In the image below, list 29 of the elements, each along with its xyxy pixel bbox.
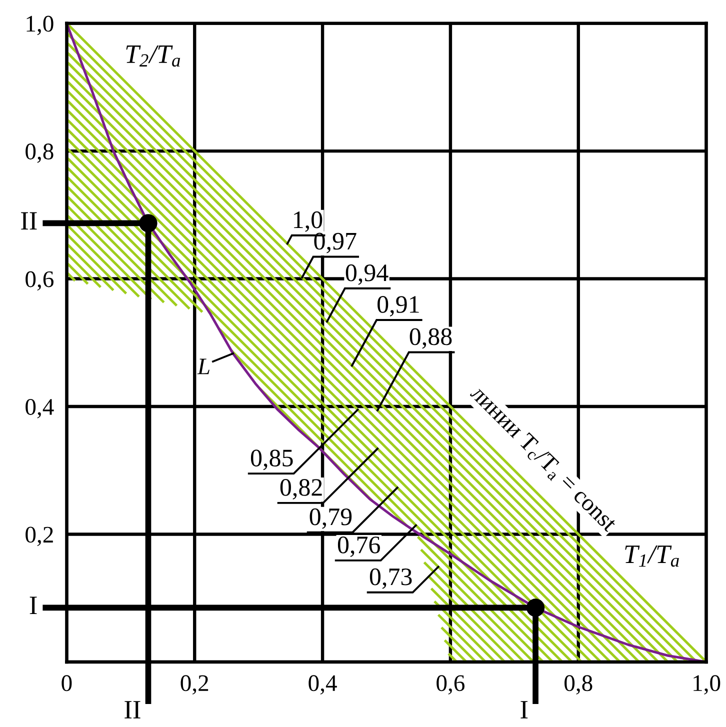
annotation: 0,88 (410, 328, 452, 349)
annotation: 0,94 (346, 264, 388, 285)
x-tick-label: 0,6 (436, 675, 465, 695)
y-tick-label: 0,8 (26, 144, 54, 163)
annotation: 0,79 (310, 508, 352, 529)
y-tick-label: 0,6 (26, 271, 54, 291)
annotation: 0,73 (370, 568, 412, 589)
annotation: 0,97 (314, 232, 356, 254)
annotation: 0,82 (280, 479, 322, 500)
x-tick-label: 0,4 (308, 675, 337, 695)
annotation: II (21, 212, 37, 230)
annotation: I (520, 701, 528, 718)
y-tick-label: 0,2 (26, 526, 53, 546)
y-axis-title: T$_{2}$/T$_{a}$ (126, 45, 180, 67)
annotation: 0,85 (250, 450, 293, 470)
annotation: II (124, 701, 140, 718)
annotation: линии T$_{c}$/T$_{a}$ = const (467, 384, 618, 535)
annotation: 0,76 (338, 536, 380, 557)
y-tick-label: 0,4 (26, 399, 54, 418)
annotation: 1,0 (294, 211, 322, 232)
x-axis-title: T$_{1}$/T$_{a}$ (625, 546, 679, 567)
annotation: L (197, 358, 210, 374)
y-tick-label: 1,0 (26, 16, 54, 36)
annotation: 0,91 (378, 296, 419, 316)
x-tick-label: 0,2 (180, 675, 208, 695)
x-tick-label: 1,0 (694, 675, 720, 695)
x-tick-label: 0,8 (564, 675, 592, 695)
annotation: I (30, 596, 37, 614)
x-tick-label: 0 (62, 675, 72, 692)
